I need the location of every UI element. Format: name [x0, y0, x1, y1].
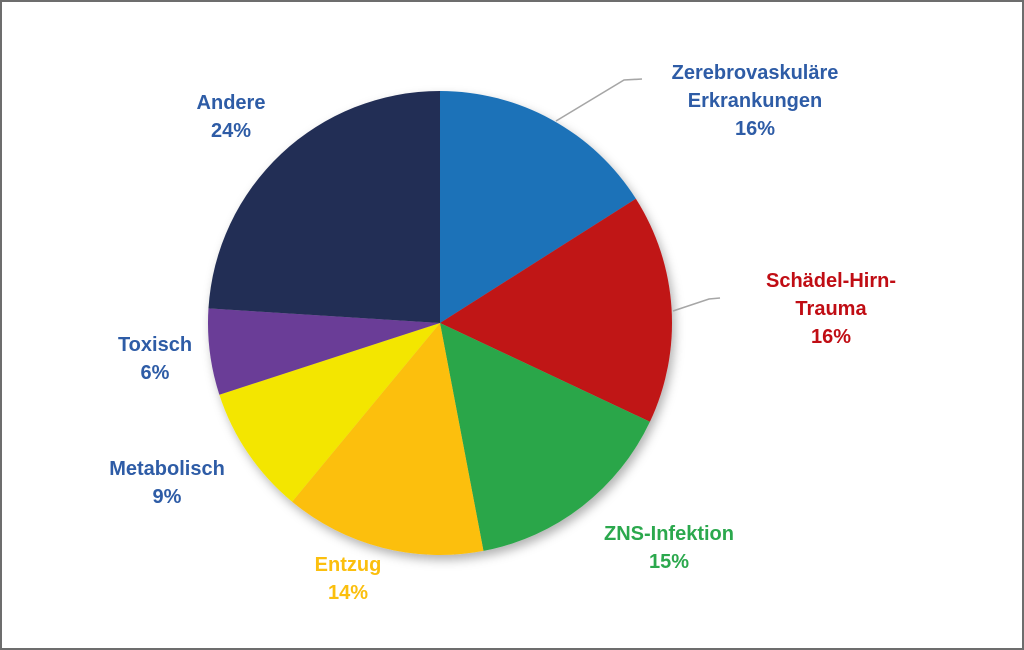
slice-label-metabolisch: Metabolisch 9%: [109, 427, 225, 539]
slice-percent: 6%: [140, 362, 170, 384]
slice-label-toxisch: Toxisch 6%: [118, 303, 192, 415]
pie-slice: [219, 323, 440, 502]
slice-name: Toxisch: [117, 334, 193, 356]
pie-slice: [440, 198, 672, 422]
slice-percent: 15%: [648, 551, 690, 573]
leader-lines: [555, 78, 721, 312]
slice-percent: 24%: [210, 120, 252, 142]
slice-name: Schädel-Hirn-Trauma: [765, 270, 897, 320]
pie-slice: [440, 323, 650, 551]
slice-name: ZNS-Infektion: [604, 523, 734, 545]
slice-label-entzug: Entzug 14%: [315, 523, 382, 635]
slice-label-andere: Andere 24%: [197, 61, 266, 173]
slice-label-schaedel-hirn-trauma: Schädel-Hirn-Trauma 16%: [735, 239, 928, 379]
slice-name: Andere: [196, 92, 266, 114]
slice-percent: 14%: [327, 582, 369, 604]
pie-slice: [292, 323, 484, 555]
slice-name: Entzug: [314, 554, 382, 576]
pie-slice: [440, 91, 636, 323]
slice-name: Zerebrovaskuläre Erkrankungen: [671, 62, 839, 112]
pie-slice: [208, 90, 440, 323]
slice-label-zerebrovaskulaere: Zerebrovaskuläre Erkrankungen 16%: [672, 31, 839, 171]
slice-label-zns-infektion: ZNS-Infektion 15%: [604, 492, 734, 604]
pie-slice: [208, 308, 440, 395]
pie-slices: [208, 90, 672, 555]
leader-line: [672, 297, 721, 312]
leader-line: [555, 78, 643, 122]
slice-name: Metabolisch: [109, 458, 225, 480]
slice-percent: 16%: [734, 118, 776, 140]
slice-percent: 16%: [810, 326, 852, 348]
slice-percent: 9%: [152, 486, 182, 508]
